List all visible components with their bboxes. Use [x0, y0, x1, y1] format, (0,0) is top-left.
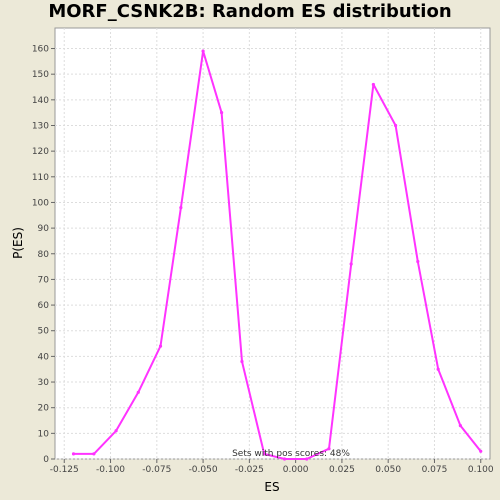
plot-area	[54, 27, 491, 460]
x-tick-label: -0.075	[142, 465, 171, 475]
data-point	[282, 457, 287, 461]
data-point	[201, 49, 205, 53]
series-layer	[71, 49, 483, 461]
y-tick-label: 60	[38, 301, 50, 311]
x-tick-label: 0.100	[468, 465, 494, 475]
data-point	[458, 424, 462, 428]
data-point	[371, 82, 375, 87]
y-tick-label: 110	[32, 173, 49, 183]
y-tick-label: 30	[38, 378, 50, 388]
x-tick-label: -0.100	[96, 465, 125, 475]
series-line	[73, 50, 482, 460]
y-tick-label: 160	[32, 45, 49, 55]
axis-layer: -0.125 -0.100 -0.075 -0.050 -0.025 0.000 0.025…	[32, 45, 494, 475]
x-tick-label: 0.025	[329, 465, 355, 475]
y-tick-label: 50	[38, 327, 50, 337]
y-tick-label: 10	[38, 429, 50, 439]
y-tick-label: 20	[38, 404, 50, 414]
y-tick-label: 130	[32, 121, 49, 131]
y-tick-label: 100	[32, 198, 49, 208]
data-point	[349, 262, 353, 266]
x-tick-label: 0.075	[422, 465, 448, 475]
y-tick-label: 120	[32, 147, 49, 157]
x-tick-label: 0.050	[375, 465, 401, 475]
x-tick-label: -0.025	[235, 465, 264, 475]
x-tick-label: 0.000	[283, 465, 309, 475]
y-tick-label: 0	[43, 455, 49, 465]
x-tick-label: -0.050	[189, 465, 218, 475]
data-point	[71, 452, 76, 456]
y-tick-label: 70	[38, 275, 50, 285]
data-point	[393, 123, 398, 128]
data-point	[479, 449, 483, 453]
y-tick-label: 150	[32, 70, 49, 80]
y-tick-label: 140	[32, 96, 49, 106]
data-point	[158, 344, 163, 348]
grid-layer	[55, 28, 490, 460]
y-tick-label: 90	[38, 224, 50, 234]
data-point	[327, 447, 331, 451]
data-point	[114, 429, 118, 433]
data-point	[416, 259, 420, 264]
data-point	[219, 111, 224, 115]
data-point	[136, 390, 140, 394]
y-axis-label: P(ES)	[11, 227, 25, 259]
data-point	[262, 452, 266, 456]
data-point	[92, 452, 96, 456]
y-tick-label: 80	[38, 250, 50, 260]
data-point	[240, 359, 244, 364]
data-point	[436, 367, 440, 371]
chart-title: MORF_CSNK2B: Random ES distribution	[48, 1, 452, 22]
y-tick-label: 40	[38, 352, 50, 362]
annotation-pos-scores: Sets with pos scores: 48%	[232, 449, 350, 459]
data-point	[305, 457, 309, 461]
data-point	[179, 205, 183, 210]
x-axis-label: ES	[264, 480, 279, 494]
x-tick-label: -0.125	[50, 465, 79, 475]
